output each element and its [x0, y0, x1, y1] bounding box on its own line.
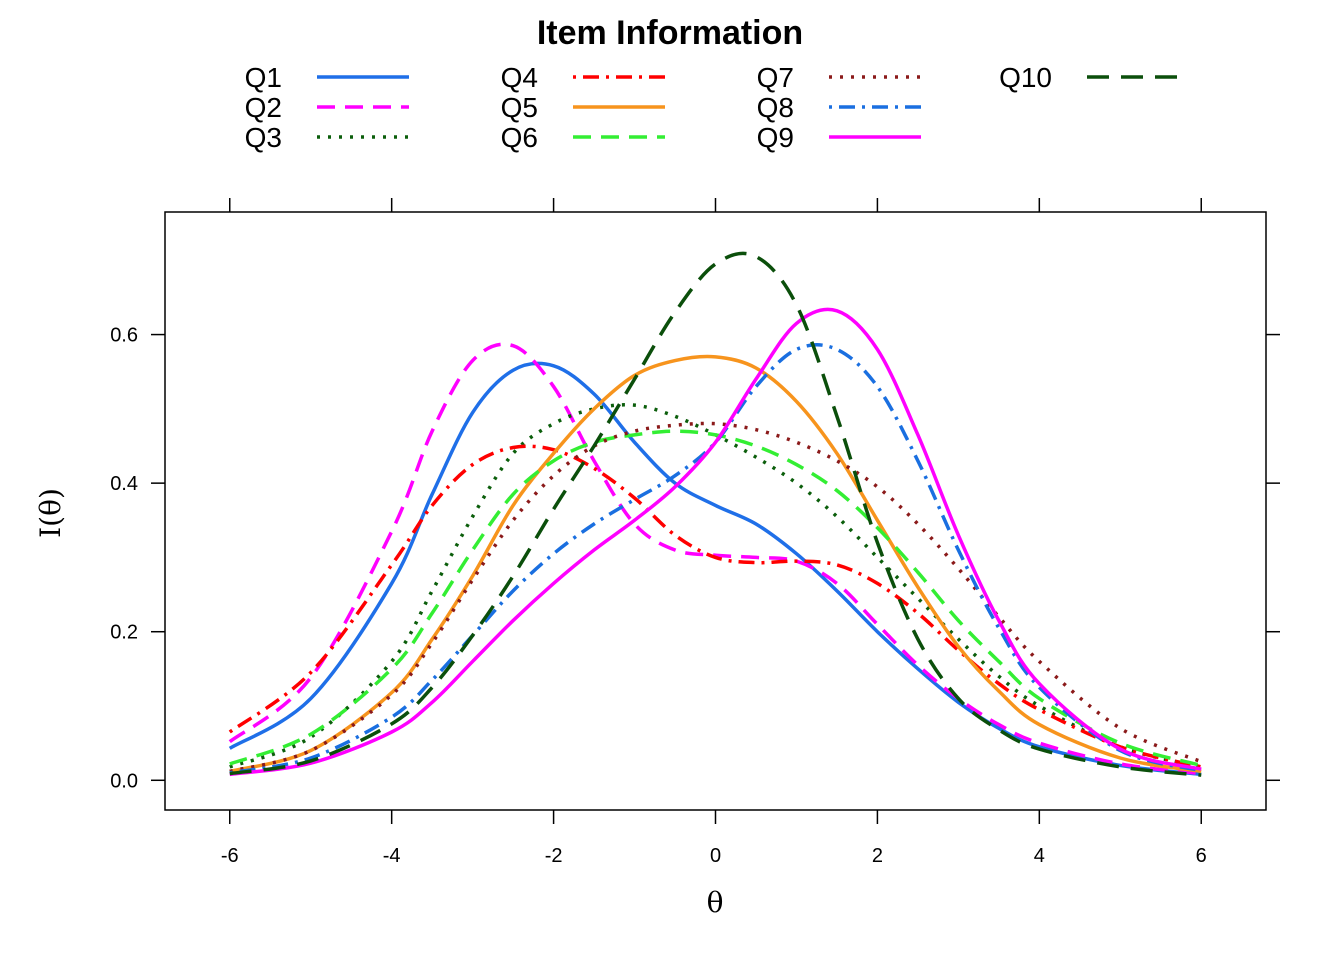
series-line-q10: [229, 251, 1202, 777]
legend-label-q1: Q1: [245, 62, 282, 93]
series-line-q9: [229, 307, 1202, 777]
series-layer: [228, 251, 1202, 777]
x-tick-label: -6: [221, 845, 239, 867]
legend-label-q8: Q8: [757, 92, 794, 123]
plot-frame: [164, 211, 1267, 811]
series-line-q4: [228, 444, 1202, 769]
x-axis-label: θ: [707, 886, 724, 919]
x-axis: -6 -4 -2 0 2 4 6: [221, 198, 1207, 867]
legend-label-q4: Q4: [501, 62, 538, 93]
legend-label-q2: Q2: [245, 92, 282, 123]
legend-label-q3: Q3: [245, 122, 282, 153]
series-line-q1: [228, 361, 1202, 777]
x-tick-label: 4: [1034, 845, 1045, 867]
y-axis: 0.0 0.2 0.4 0.6: [110, 325, 1280, 792]
y-axis-label: I(θ): [34, 488, 67, 538]
x-tick-label: 6: [1196, 845, 1207, 867]
legend-label-q7: Q7: [757, 62, 794, 93]
series-line-q2: [228, 342, 1202, 776]
legend-label-q10: Q10: [999, 62, 1052, 93]
y-tick-label: 0.0: [110, 770, 138, 792]
legend-label-q6: Q6: [501, 122, 538, 153]
x-tick-label: -2: [545, 845, 563, 867]
x-tick-label: -4: [383, 845, 401, 867]
x-tick-label: 0: [710, 845, 721, 867]
series-line-q5: [229, 354, 1202, 774]
y-tick-label: 0.6: [110, 325, 138, 347]
chart-title: Item Information: [537, 14, 803, 52]
y-tick-label: 0.2: [110, 622, 138, 644]
legend-label-q9: Q9: [757, 122, 794, 153]
y-tick-label: 0.4: [110, 473, 138, 495]
series-line-q6: [229, 429, 1202, 768]
x-tick-label: 2: [872, 845, 883, 867]
legend-label-q5: Q5: [501, 92, 538, 123]
series-line-q3: [229, 403, 1202, 769]
